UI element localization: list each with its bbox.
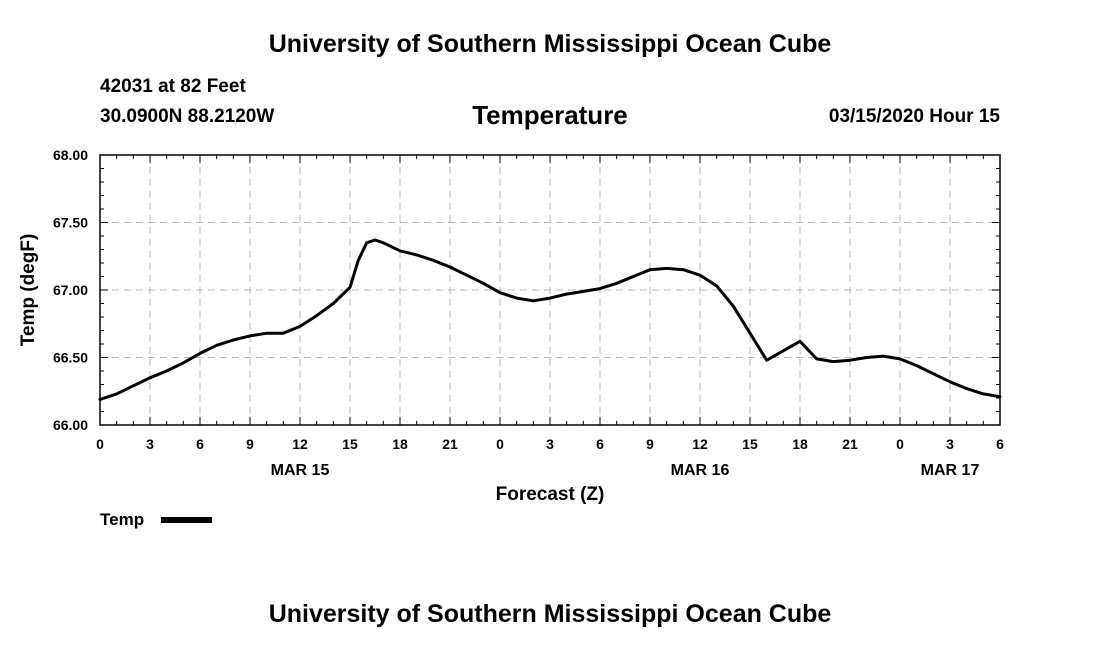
- variable-title: Temperature: [472, 100, 628, 130]
- y-tick-labels: 66.00 66.50 67.00 67.50 68.00: [53, 147, 88, 433]
- grid-lines: [100, 155, 1000, 425]
- x-tick-label: 12: [692, 436, 708, 452]
- x-tick-label: 9: [646, 436, 654, 452]
- y-tick-label: 67.00: [53, 282, 88, 298]
- y-axis-label: Temp (degF): [18, 234, 39, 347]
- forecast-datetime: 03/15/2020 Hour 15: [828, 106, 1000, 127]
- x-tick-label: 21: [842, 436, 858, 452]
- x-tick-label: 0: [496, 436, 504, 452]
- y-tick-label: 66.00: [53, 417, 88, 433]
- x-tick-label: 18: [792, 436, 808, 452]
- temperature-chart: 66.00 66.50 67.00 67.50 68.00 0 3 6 9 12 15 18 21 0 3…: [18, 147, 1004, 529]
- axis-ticks: [99, 154, 1001, 426]
- coordinates-label: 30.0900N 88.2120W: [100, 106, 275, 127]
- x-tick-label: 3: [146, 436, 154, 452]
- y-tick-label: 68.00: [53, 147, 88, 163]
- date-label: MAR 15: [271, 462, 330, 479]
- x-tick-label: 6: [196, 436, 204, 452]
- x-tick-label: 18: [392, 436, 408, 452]
- footer-title: University of Southern Mississippi Ocean…: [268, 600, 832, 628]
- x-tick-label: 3: [546, 436, 554, 452]
- x-axis-label: Forecast (Z): [496, 484, 605, 505]
- x-tick-labels: 0 3 6 9 12 15 18 21 0 3 6 9 12 15 18 21 0 3 6: [96, 436, 1004, 452]
- y-tick-label: 66.50: [53, 350, 88, 366]
- station-label: 42031 at 82 Feet: [100, 76, 246, 97]
- x-tick-label: 6: [596, 436, 604, 452]
- x-tick-label: 21: [442, 436, 458, 452]
- date-label: MAR 16: [671, 462, 730, 479]
- x-tick-label: 0: [96, 436, 104, 452]
- x-tick-label: 15: [742, 436, 758, 452]
- x-tick-label: 6: [996, 436, 1004, 452]
- y-tick-label: 67.50: [53, 215, 88, 231]
- date-label: MAR 17: [921, 462, 980, 479]
- temp-series-line: [98, 238, 1002, 401]
- date-labels: MAR 15 MAR 16 MAR 17: [271, 462, 980, 479]
- page-title: University of Southern Mississippi Ocean…: [268, 30, 832, 58]
- x-tick-label: 3: [946, 436, 954, 452]
- x-tick-label: 12: [292, 436, 308, 452]
- x-tick-label: 0: [896, 436, 904, 452]
- x-tick-label: 15: [342, 436, 358, 452]
- x-tick-label: 9: [246, 436, 254, 452]
- legend-label: Temp: [100, 510, 144, 529]
